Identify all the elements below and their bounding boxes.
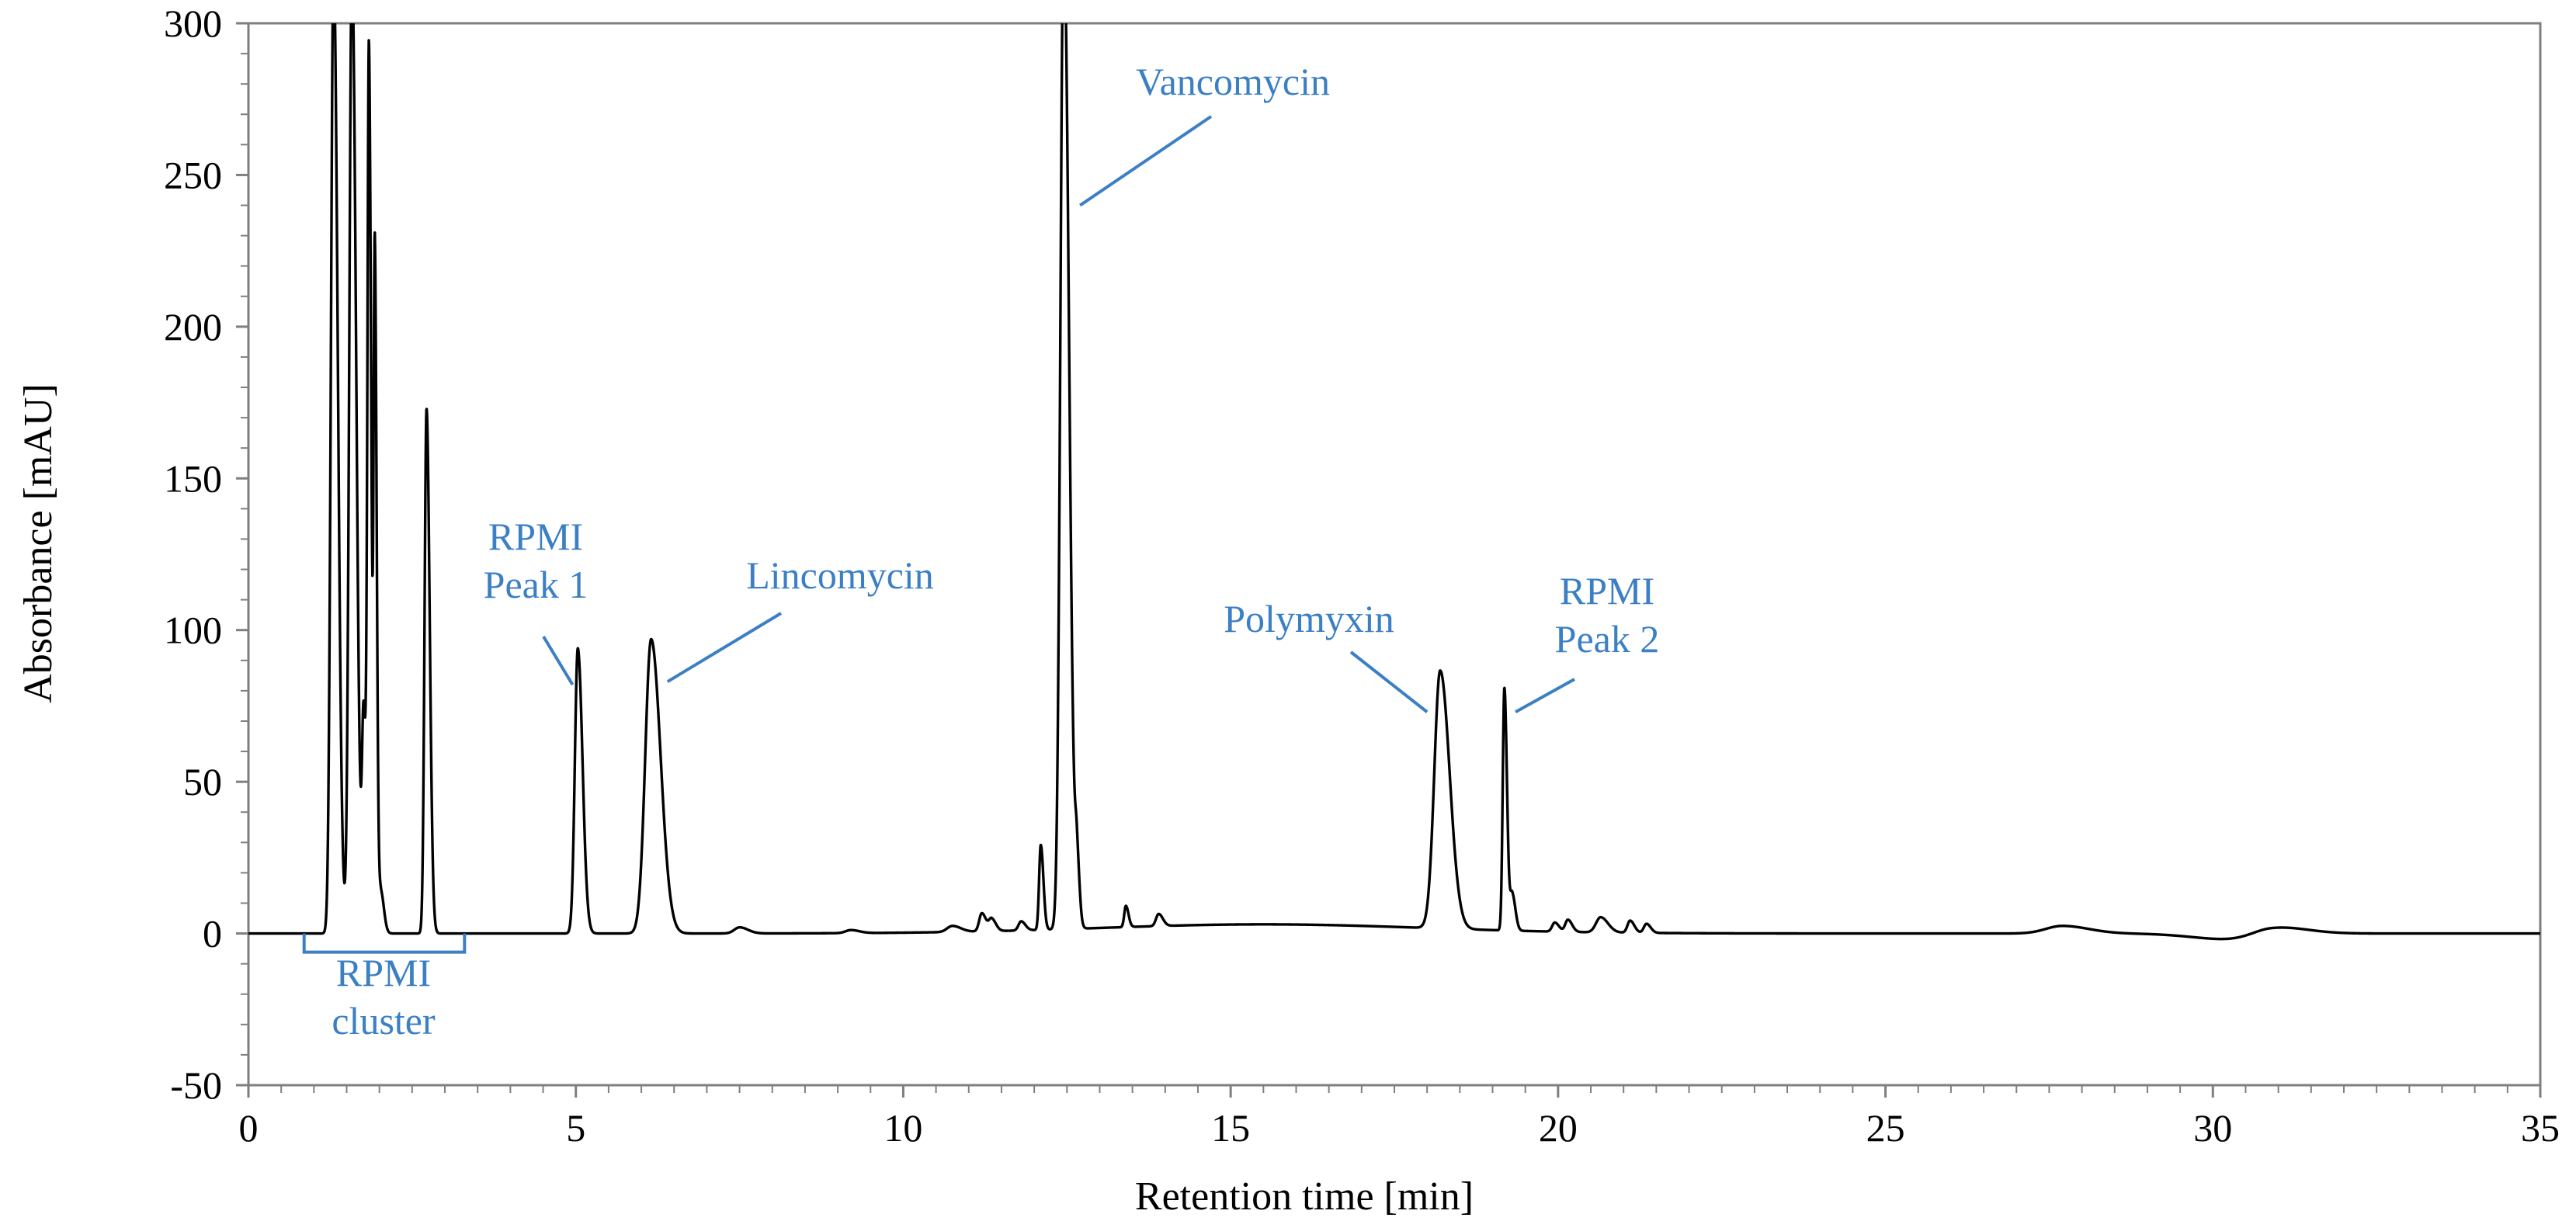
x-tick-label: 0 — [239, 1106, 259, 1150]
annotation-label: Polymyxin — [1224, 597, 1394, 640]
y-tick-label: 0 — [203, 912, 222, 956]
annotation-leader-line — [1079, 115, 1213, 207]
annotation-leader-line — [1349, 650, 1429, 713]
annotation-label: RPMI — [336, 951, 431, 994]
annotation-label: Lincomycin — [746, 553, 934, 597]
annotation-rpmi-peak-1: RPMI Peak 1 — [484, 515, 588, 686]
y-tick-label: 50 — [183, 760, 222, 803]
annotation-lincomycin: Lincomycin — [666, 553, 934, 683]
y-tick-label: 150 — [164, 456, 222, 500]
y-tick-label: 200 — [164, 305, 222, 349]
chromatogram-trace — [248, 23, 2540, 941]
y-tick-label: -50 — [170, 1063, 222, 1107]
annotation-leader-line — [1515, 678, 1575, 713]
annotation-bracket — [302, 933, 467, 954]
x-tick-label: 5 — [566, 1106, 585, 1150]
annotation-label: Peak 2 — [1555, 617, 1660, 661]
annotation-rpmi-peak-2: RPMI Peak 2 — [1515, 569, 1660, 713]
annotation-label: Vancomycin — [1136, 60, 1330, 103]
annotation-leader-line — [666, 612, 783, 683]
annotation-rpmi-cluster: RPMI cluster — [302, 933, 467, 1042]
x-tick-label: 30 — [2193, 1106, 2232, 1150]
x-tick-label: 10 — [884, 1106, 922, 1150]
trace-layer — [248, 23, 2540, 941]
annotation-label: cluster — [332, 999, 436, 1042]
y-tick-label: 100 — [164, 609, 222, 652]
annotation-vancomycin: Vancomycin — [1079, 60, 1330, 207]
annotation-polymyxin: Polymyxin — [1224, 597, 1429, 713]
x-tick-label: 20 — [1539, 1106, 1578, 1150]
annotation-label: RPMI — [1560, 569, 1654, 612]
annotation-label: Peak 1 — [484, 563, 588, 606]
y-tick-label: 250 — [164, 153, 222, 196]
x-axis-title: Retention time [min] — [1135, 1174, 1474, 1219]
x-tick-label: 25 — [1866, 1106, 1905, 1150]
axes: -50 0 50 100 150 200 250 300 0 5 10 15 20 25 30 35 — [164, 2, 2560, 1150]
y-tick-label: 300 — [164, 2, 222, 45]
annotation-label: RPMI — [488, 515, 583, 558]
annotation-layer: RPMI cluster RPMI Peak 1 Lincomycin Vancomyci… — [302, 60, 1660, 1042]
x-tick-label: 35 — [2521, 1106, 2560, 1150]
y-axis-title: Absorbance [mAU] — [16, 383, 61, 703]
annotation-leader-line — [542, 635, 575, 686]
x-tick-label: 15 — [1211, 1106, 1250, 1150]
